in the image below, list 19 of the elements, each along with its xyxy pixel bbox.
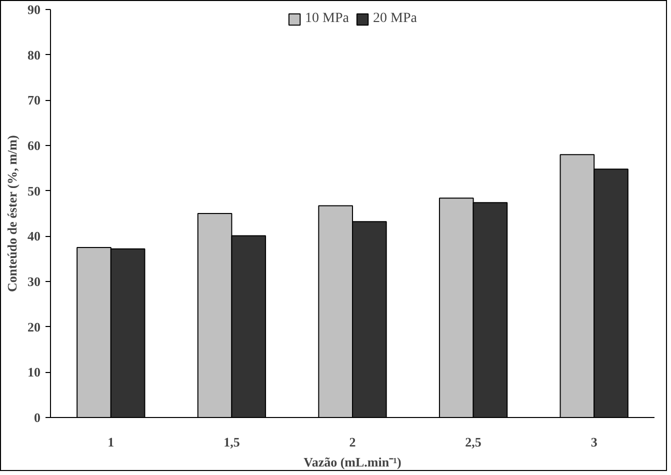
legend-label: 10 MPa: [305, 11, 349, 27]
x-tick-label: 1,5: [224, 434, 240, 450]
y-tick-label: 50: [28, 183, 40, 198]
y-tick-label: 10: [28, 364, 40, 380]
y-axis-title: Conteúdo de éster (%, m/m): [4, 135, 20, 292]
x-tick-label: 2,5: [465, 434, 482, 450]
x-tick-label: 1: [108, 434, 114, 450]
y-tick-label: 90: [28, 2, 40, 17]
y-tick-label: 60: [28, 138, 40, 153]
y-tick-label: 40: [28, 228, 40, 244]
y-tick-label: 70: [28, 92, 40, 108]
y-tick-label: 0: [34, 410, 40, 425]
y-tick-label: 20: [28, 319, 40, 334]
x-tick-label: 3: [590, 434, 598, 450]
y-tick-label: 80: [28, 47, 40, 62]
x-tick-label: 2: [349, 434, 356, 450]
legend-label: 20 MPa: [373, 11, 417, 27]
y-tick-label: 30: [28, 274, 40, 289]
x-axis-title: Vazão (mL.min⁻¹): [304, 454, 402, 470]
